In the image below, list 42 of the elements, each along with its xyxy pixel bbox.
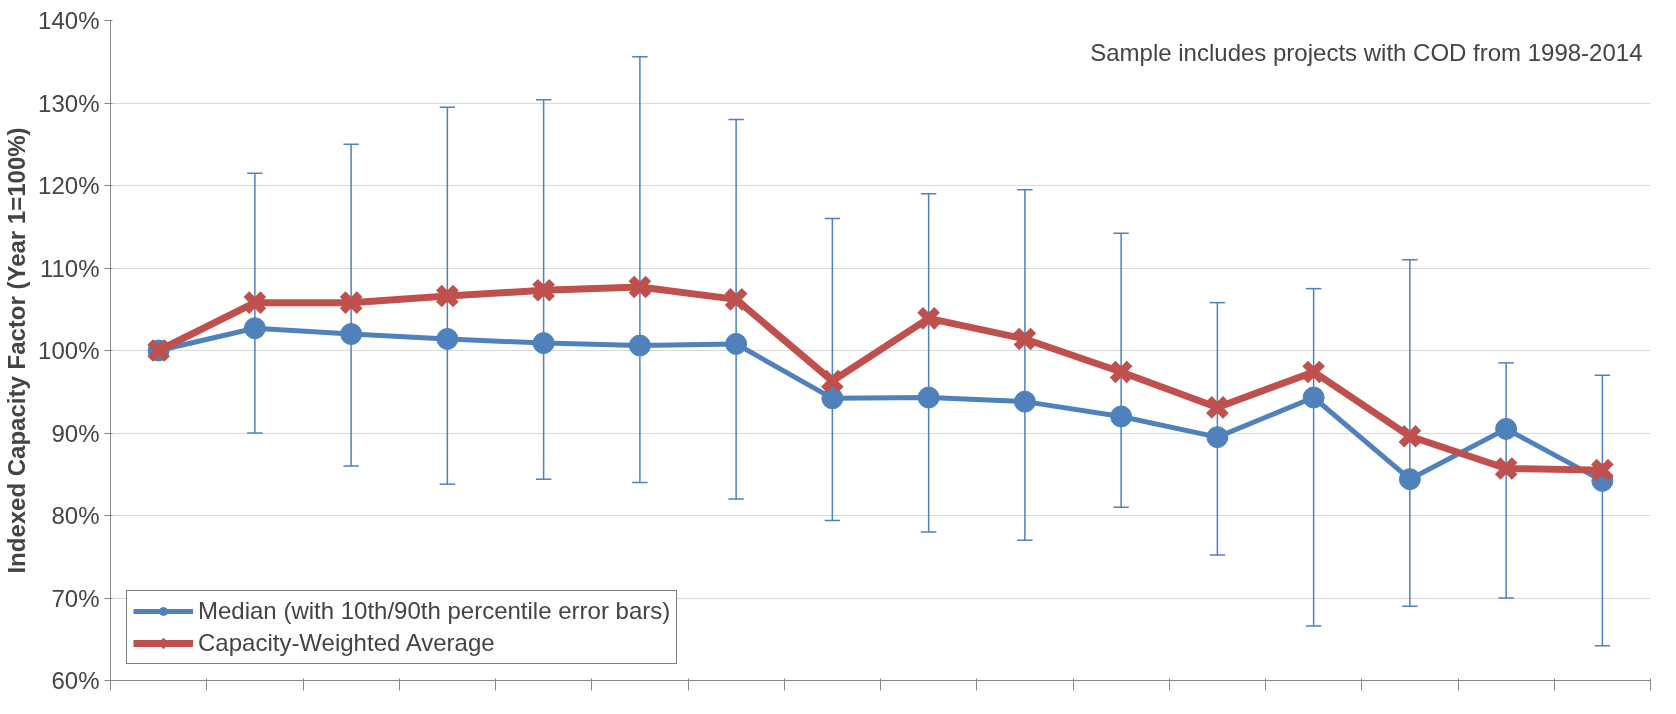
point: [819, 368, 845, 394]
point: [916, 305, 942, 331]
legend-label: Capacity-Weighted Average: [198, 629, 495, 657]
point: [1495, 417, 1518, 440]
point: [1204, 394, 1230, 420]
y-tick-label: 120%: [38, 172, 100, 199]
point: [338, 290, 364, 316]
y-tick-label: 130%: [38, 89, 100, 117]
point: [436, 327, 459, 350]
point: [917, 386, 940, 409]
point: [434, 283, 460, 309]
y-tick-label: 60%: [51, 667, 100, 694]
y-tick-label: 90%: [51, 419, 100, 447]
y-tick-label: 70%: [51, 584, 100, 612]
point: [1397, 423, 1423, 449]
point: [1398, 468, 1421, 491]
point: [725, 332, 748, 355]
point: [1589, 457, 1615, 483]
point: [627, 274, 653, 300]
point: [1013, 390, 1036, 413]
point: [628, 334, 651, 357]
point: [1108, 359, 1134, 385]
y-axis-title: Indexed Capacity Factor (Year 1=100%): [3, 127, 31, 574]
point: [1012, 326, 1038, 352]
point: [1302, 386, 1325, 409]
point: [532, 332, 555, 355]
point: [531, 277, 557, 303]
point: [821, 387, 844, 410]
point: [1301, 359, 1327, 385]
point: [1110, 405, 1133, 428]
point: [243, 317, 266, 340]
point: [1493, 455, 1519, 481]
annotation: Sample includes projects with COD from 1998-2014: [1090, 38, 1643, 66]
y-tick-label: 140%: [38, 7, 100, 34]
point: [1206, 426, 1229, 449]
y-tick-label: 100%: [38, 337, 100, 364]
y-tick-label: 80%: [51, 502, 100, 529]
y-tick-label: 110%: [39, 254, 100, 282]
point: [340, 323, 363, 345]
legend-label: Median (with 10th/90th percentile error bars): [198, 597, 671, 625]
point: [242, 290, 268, 316]
point: [723, 286, 749, 312]
